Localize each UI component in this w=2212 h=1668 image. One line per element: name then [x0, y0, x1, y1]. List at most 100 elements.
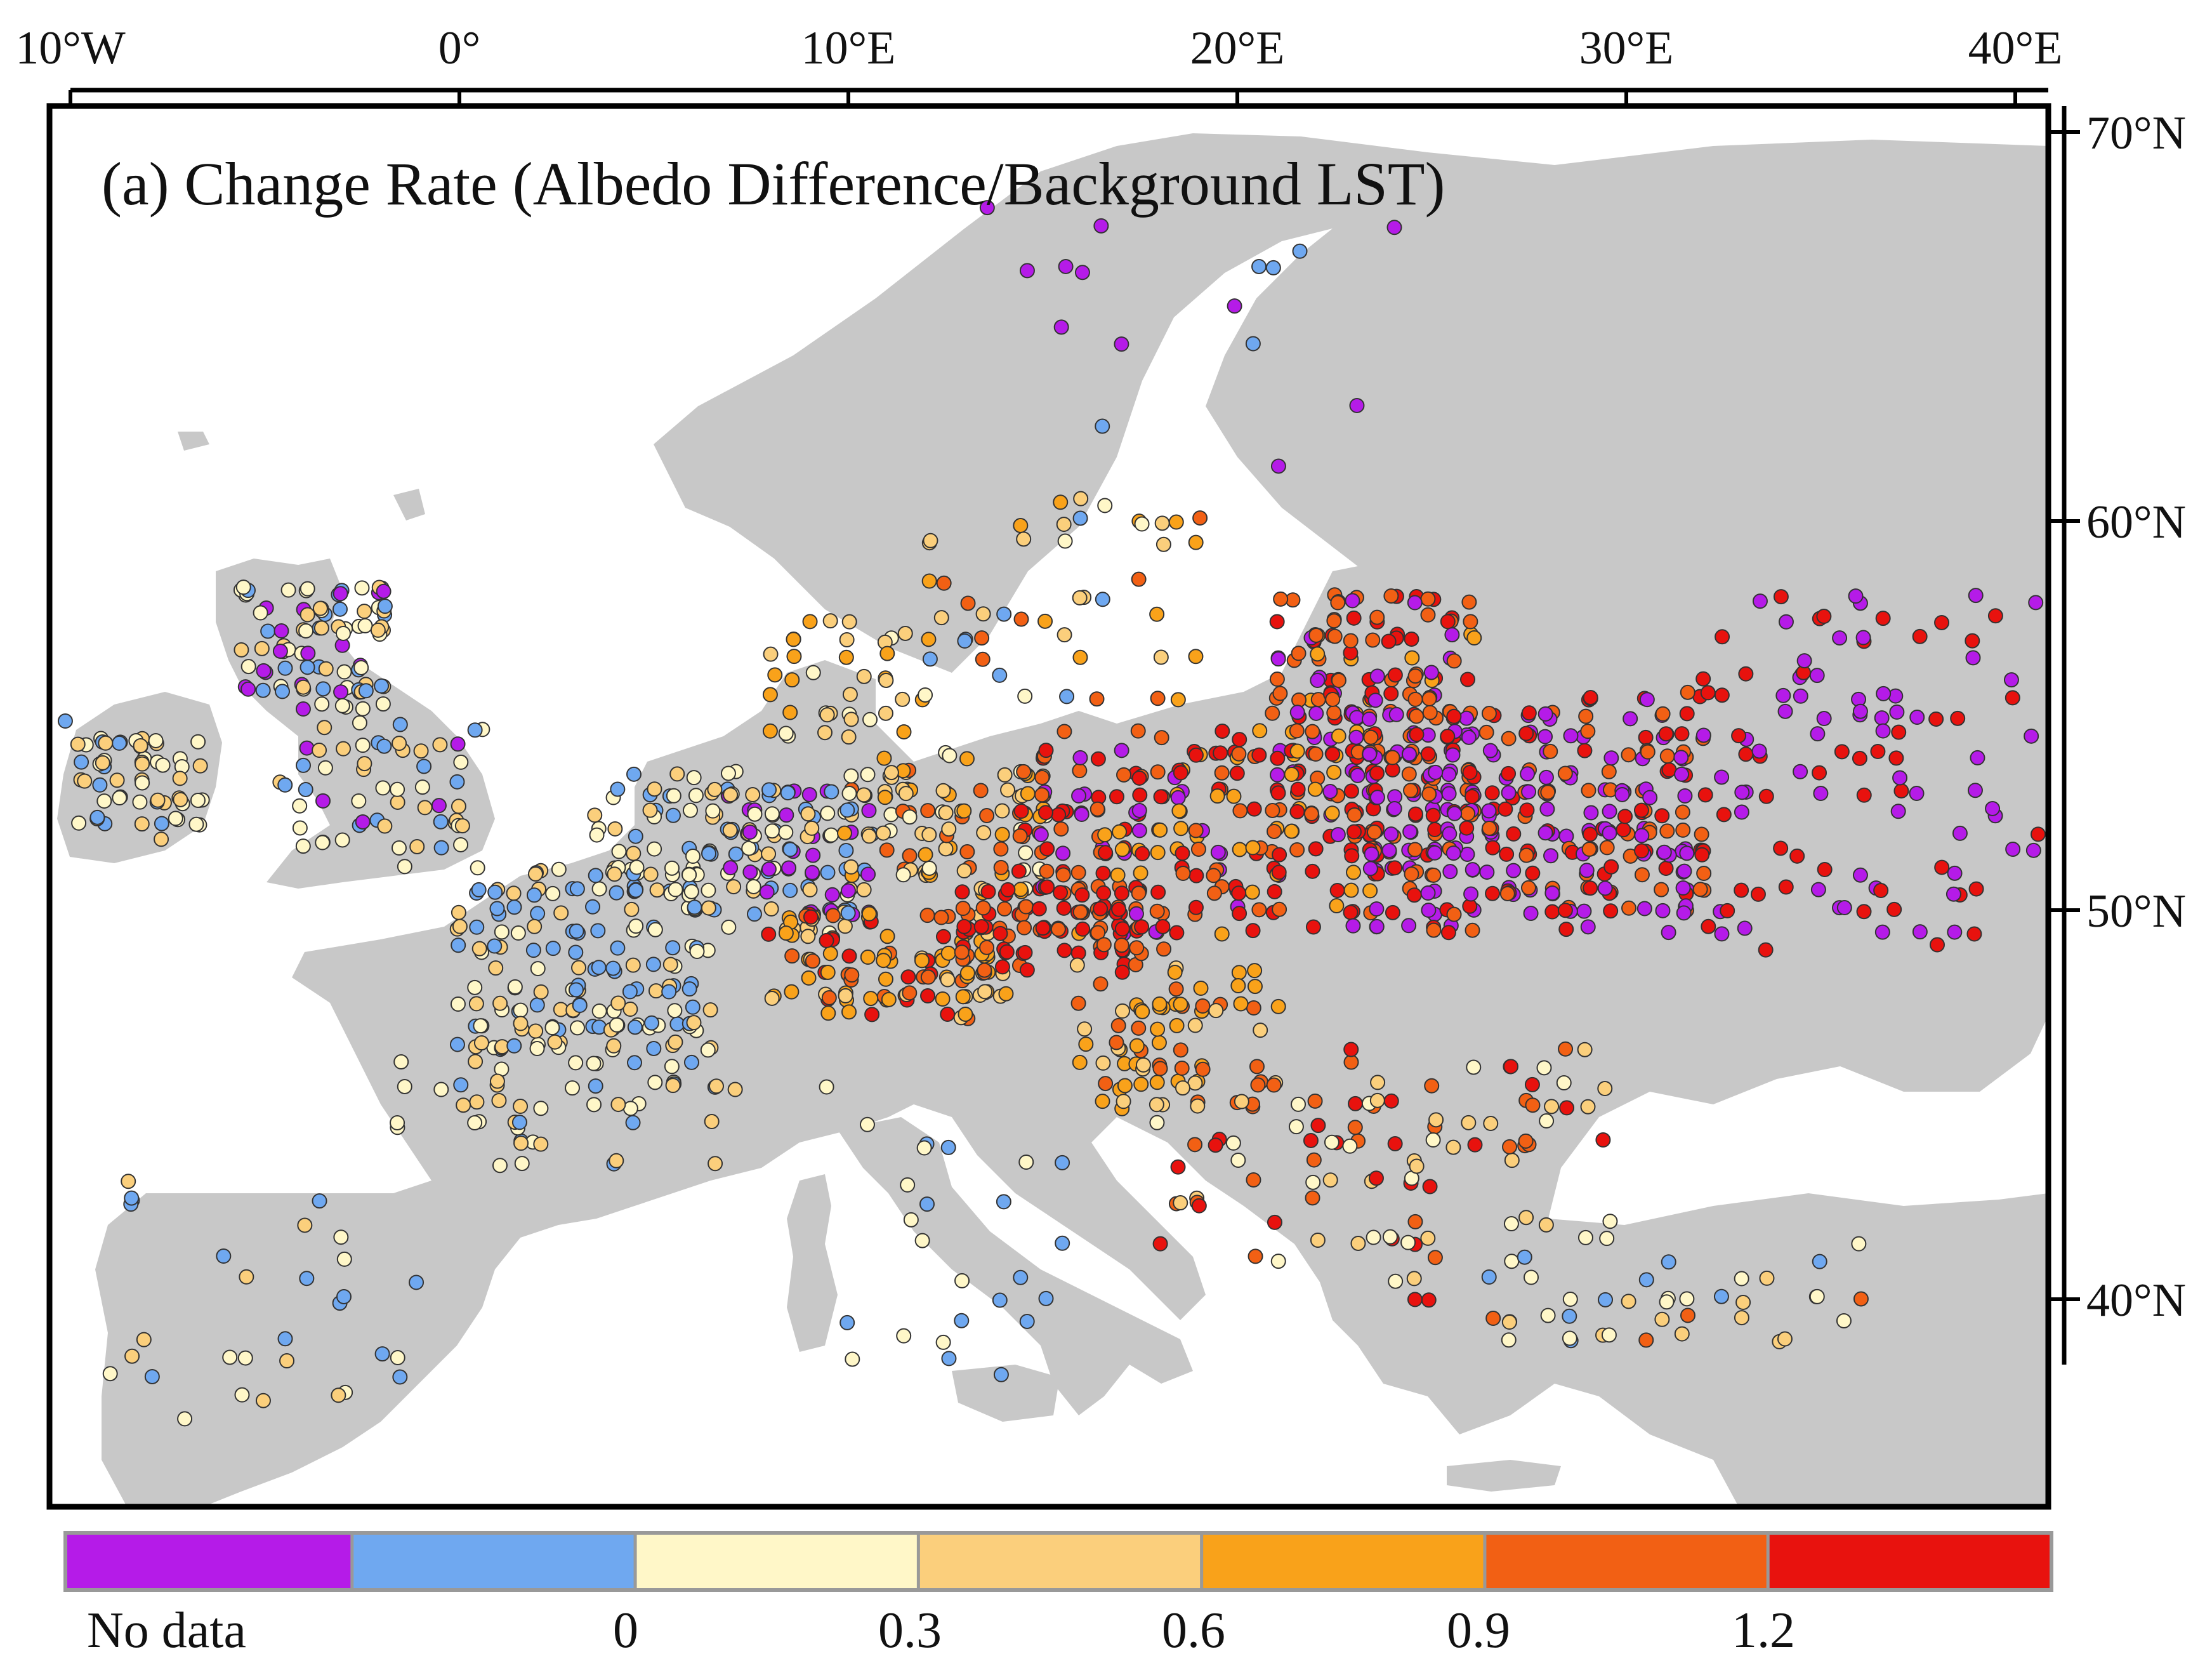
- data-point-russia-west: [1965, 650, 1981, 666]
- data-point-turkey: [1679, 1291, 1695, 1307]
- data-point-balkans: [1407, 1214, 1423, 1229]
- data-point-france-north: [506, 899, 522, 915]
- data-point-germany-east: [877, 790, 893, 805]
- data-point-germany-east: [938, 805, 954, 821]
- data-point-turkey: [1599, 1231, 1615, 1247]
- data-point-germany-west: [838, 842, 854, 858]
- lon-tick-label: 30°E: [1579, 22, 1674, 74]
- data-point-belarus: [1386, 800, 1402, 816]
- data-point-sweden-south: [1089, 691, 1105, 707]
- data-point-poland: [1265, 802, 1280, 818]
- data-point-russia-west: [1812, 765, 1827, 781]
- data-point-france-north: [544, 1020, 560, 1036]
- data-point-france-north: [610, 940, 626, 956]
- data-point-germany-east: [994, 826, 1010, 842]
- data-point-scotland: [353, 659, 369, 675]
- data-point-germany-west: [723, 787, 739, 803]
- data-point-denmark: [786, 649, 802, 665]
- data-point-czech: [1000, 882, 1016, 897]
- data-point-belarus: [1658, 726, 1674, 742]
- lat-tick-label: 70°N: [2086, 107, 2186, 159]
- data-point-poland: [1034, 769, 1050, 785]
- data-point-england: [292, 798, 308, 814]
- data-point-belarus: [1654, 808, 1670, 824]
- data-point-hungary: [1149, 1075, 1165, 1090]
- data-point-russia-west: [1985, 800, 2001, 816]
- data-point-turkey: [1503, 1216, 1519, 1232]
- data-point-sweden-south: [996, 606, 1012, 622]
- data-point-germany-south: [805, 953, 820, 969]
- data-point-ukraine-north: [1440, 925, 1456, 941]
- data-point-balkans: [1322, 1172, 1338, 1188]
- data-point-czech: [1057, 943, 1072, 958]
- data-point-poland: [1033, 827, 1049, 843]
- data-point-russia-west: [1834, 744, 1850, 760]
- data-point-baltics: [1326, 613, 1342, 629]
- data-point-belarus: [1519, 802, 1535, 818]
- data-point-sweden-south: [992, 667, 1008, 683]
- data-point-belarus: [1383, 826, 1399, 842]
- data-point-poland: [1053, 821, 1069, 837]
- data-point-baltics: [1420, 607, 1436, 623]
- data-point-england: [416, 758, 432, 774]
- data-point-germany-south: [761, 926, 777, 942]
- data-point-hungary: [1151, 1035, 1167, 1050]
- data-point-belarus: [1388, 706, 1404, 722]
- data-point-benelux: [701, 845, 717, 861]
- data-point-balkans: [1407, 1292, 1423, 1307]
- data-point-germany-west: [759, 884, 775, 900]
- data-point-england: [334, 832, 350, 848]
- data-point-russia-west: [1874, 924, 1890, 940]
- data-point-belarus: [1369, 765, 1385, 781]
- data-point-balkans: [1270, 1254, 1286, 1269]
- data-point-romania: [1343, 1042, 1359, 1057]
- data-point-russia-west: [1876, 685, 1892, 701]
- data-point-germany-south: [919, 908, 935, 923]
- data-point-poland: [1210, 844, 1226, 860]
- data-point-ireland: [190, 734, 206, 750]
- data-point-france-south: [683, 1054, 699, 1070]
- data-point-baltics: [1461, 594, 1477, 610]
- data-point-russia-west: [1836, 900, 1852, 916]
- data-point-france-north: [681, 981, 697, 997]
- data-point-germany-west: [861, 803, 877, 819]
- data-point-italy: [919, 1196, 935, 1212]
- data-point-germany-east: [959, 844, 975, 860]
- data-point-hungary: [1150, 1021, 1166, 1037]
- data-point-romania: [1536, 1060, 1552, 1076]
- data-point-romania: [1369, 1092, 1385, 1108]
- data-point-russia-west: [1793, 764, 1808, 779]
- data-point-scotland: [275, 684, 291, 699]
- data-point-germany-south: [820, 964, 836, 980]
- data-point-belarus: [1409, 708, 1425, 724]
- data-point-denmark: [782, 705, 798, 720]
- data-point-russia-west: [1855, 630, 1871, 645]
- data-point-poland: [1214, 765, 1230, 781]
- data-point-scotland: [300, 581, 315, 597]
- data-point-balkans: [1420, 1230, 1436, 1246]
- data-point-france-south: [568, 1055, 584, 1071]
- data-point-czech: [1131, 885, 1147, 901]
- data-point-scandinavia: [1265, 260, 1281, 275]
- data-point-germany-south: [820, 1005, 836, 1021]
- data-point-scotland: [295, 679, 311, 695]
- data-point-benelux: [628, 828, 643, 844]
- data-point-germany-east: [843, 768, 859, 784]
- data-point-belarus: [1482, 743, 1498, 758]
- data-point-england: [357, 756, 372, 772]
- data-point-france-north: [470, 860, 485, 876]
- data-point-russia-west: [1778, 879, 1794, 895]
- data-point-benelux: [626, 766, 642, 782]
- data-point-hungary: [1246, 1000, 1261, 1016]
- data-point-germany-south: [935, 929, 951, 944]
- data-point-poland: [1055, 845, 1071, 861]
- data-point-russia-west: [2005, 842, 2021, 857]
- data-point-france-south: [547, 1034, 563, 1050]
- data-point-italy: [845, 1351, 860, 1367]
- data-point-spain: [239, 1269, 254, 1285]
- data-point-poland: [1329, 898, 1345, 914]
- data-point-germany-east: [973, 783, 989, 798]
- data-point-germany-west: [763, 901, 779, 917]
- data-point-benelux: [705, 803, 721, 819]
- data-point-czech: [1050, 922, 1066, 937]
